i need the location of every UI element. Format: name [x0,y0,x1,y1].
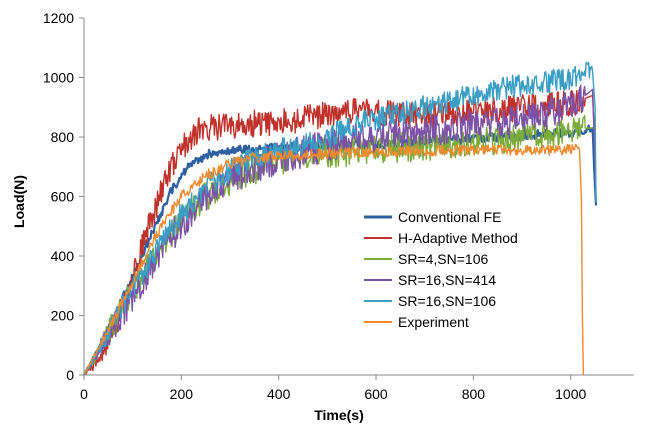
legend-label: SR=16,SN=414 [398,272,496,288]
series-line-h-adaptive-method [83,86,596,376]
y-ticks: 0 200 400 600 800 1000 1200 [43,10,84,383]
x-tick-label: 400 [267,386,291,402]
x-tick-label: 0 [80,386,88,402]
legend-label: H-Adaptive Method [398,230,518,246]
y-tick-label: 800 [51,129,75,145]
y-tick-label: 600 [51,189,75,205]
legend-label: Experiment [398,314,469,330]
x-tick-label: 800 [462,386,486,402]
y-axis-title: Load(N) [11,175,27,228]
x-ticks: 0 200 400 600 800 1000 [80,375,587,402]
x-tick-label: 1000 [555,386,586,402]
series-line-sr-16-sn-106 [83,61,597,376]
y-tick-label: 1000 [43,70,74,86]
y-tick-label: 0 [66,367,74,383]
y-tick-label: 200 [51,308,75,324]
legend-label: SR=4,SN=106 [398,251,488,267]
y-tick-label: 1200 [43,10,74,26]
legend: Conventional FE H-Adaptive Method SR=4,SN=… [364,209,518,330]
x-tick-label: 600 [364,386,388,402]
series-layer [83,61,598,376]
series-line-experiment [83,143,585,376]
legend-label: SR=16,SN=106 [398,293,496,309]
legend-label: Conventional FE [398,209,502,225]
x-tick-label: 200 [170,386,194,402]
x-axis-title: Time(s) [314,407,364,423]
y-tick-label: 400 [51,248,75,264]
